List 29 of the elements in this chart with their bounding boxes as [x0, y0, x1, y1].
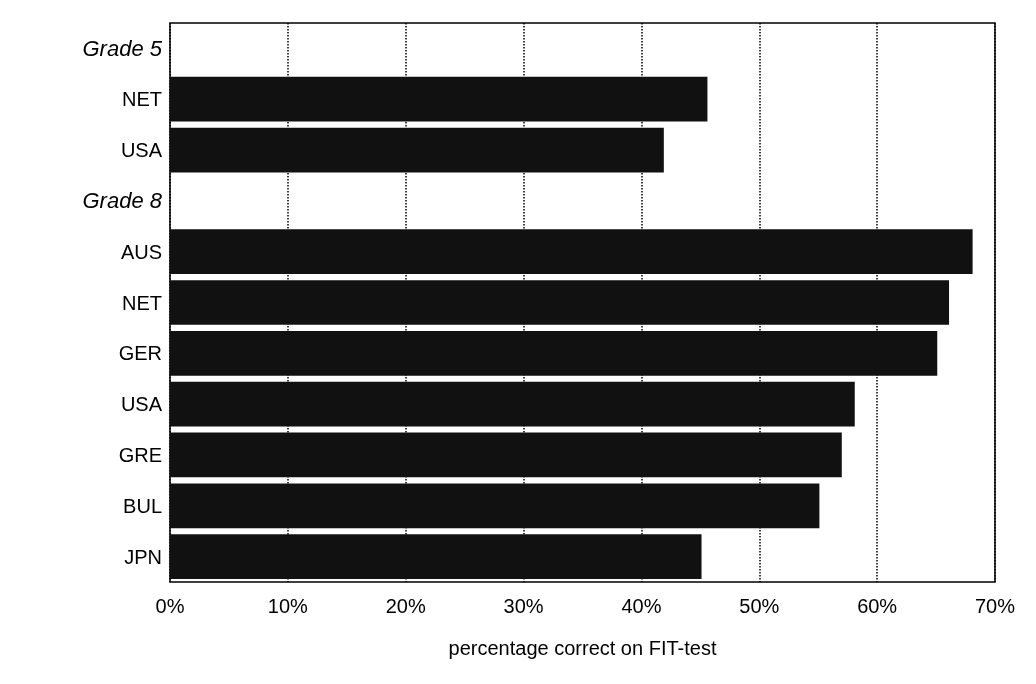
- y-tick-label: Grade 8: [82, 188, 163, 214]
- y-tick-label: USA: [120, 139, 163, 162]
- bar: [170, 280, 950, 325]
- x-axis-title: percentage correct on FIT-test: [448, 637, 717, 659]
- bar: [170, 127, 664, 173]
- x-tick-label: 70%: [974, 595, 1016, 617]
- y-tick-label: NET: [122, 291, 162, 314]
- bar: [170, 229, 973, 275]
- bar: [170, 432, 842, 478]
- y-tick-label: GRE: [118, 443, 162, 466]
- y-tick-label: NET: [122, 88, 162, 111]
- x-tick-label: 40%: [621, 595, 662, 617]
- bar: [170, 76, 708, 122]
- bar: [170, 381, 855, 427]
- x-tick-label: 0%: [155, 595, 185, 617]
- y-tick-label: USA: [120, 393, 163, 416]
- x-tick-label: 10%: [267, 595, 309, 617]
- x-tick-label: 30%: [503, 595, 544, 617]
- x-tick-label: 50%: [739, 595, 780, 617]
- y-tick-label: JPN: [124, 545, 162, 568]
- y-tick-label: GER: [118, 342, 162, 365]
- x-tick-label: 20%: [385, 595, 426, 617]
- bar: [170, 483, 820, 529]
- y-tick-label: AUS: [120, 240, 162, 263]
- bar: [170, 330, 938, 376]
- y-tick-label: BUL: [123, 494, 162, 517]
- y-tick-label: Grade 5: [82, 35, 163, 61]
- bar: [170, 534, 702, 579]
- x-tick-label: 60%: [857, 595, 898, 617]
